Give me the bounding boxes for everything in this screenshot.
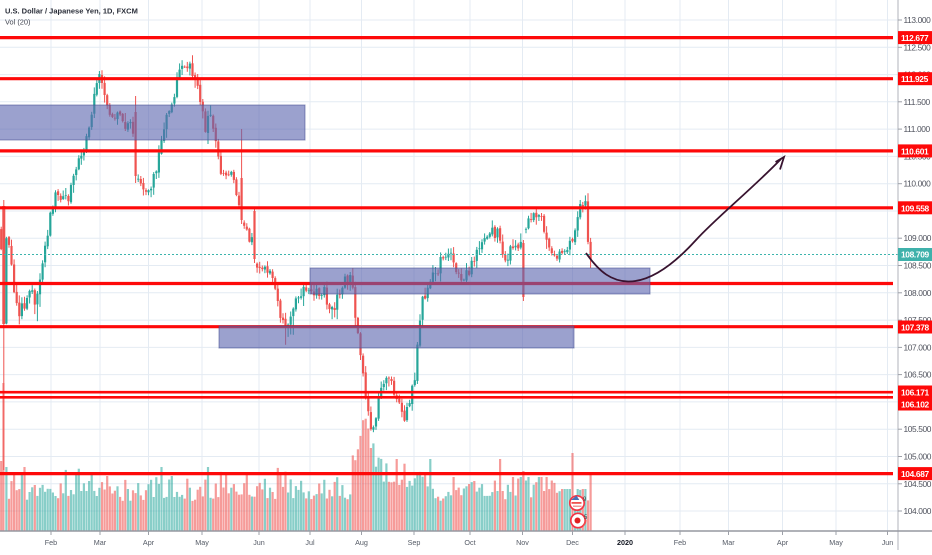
svg-text:Oct: Oct — [464, 538, 475, 547]
svg-text:107.000: 107.000 — [904, 342, 932, 352]
svg-text:Nov: Nov — [516, 538, 529, 547]
svg-text:110.601: 110.601 — [901, 146, 929, 156]
svg-text:Mar: Mar — [94, 538, 107, 547]
svg-text:Mar: Mar — [722, 538, 735, 547]
svg-text:108.709: 108.709 — [901, 250, 930, 260]
svg-text:Vol (20): Vol (20) — [5, 18, 30, 27]
svg-text:9: 9 — [583, 497, 587, 503]
svg-text:2020: 2020 — [617, 538, 633, 547]
svg-text:Aug: Aug — [355, 538, 368, 547]
svg-text:109.558: 109.558 — [901, 203, 930, 213]
svg-text:105.500: 105.500 — [904, 424, 932, 434]
svg-text:104.500: 104.500 — [904, 479, 932, 489]
svg-text:113.000: 113.000 — [904, 15, 932, 25]
svg-text:112.500: 112.500 — [904, 42, 932, 52]
svg-text:111.925: 111.925 — [901, 74, 929, 84]
svg-text:Jun: Jun — [253, 538, 265, 547]
svg-text:107.500: 107.500 — [904, 315, 932, 325]
svg-text:106.171: 106.171 — [901, 388, 930, 398]
svg-text:104.687: 104.687 — [901, 469, 930, 479]
svg-text:106.500: 106.500 — [904, 370, 932, 380]
svg-text:Feb: Feb — [45, 538, 57, 547]
svg-text:Apr: Apr — [777, 538, 789, 547]
svg-text:May: May — [829, 538, 843, 547]
svg-text:5: 5 — [584, 515, 588, 521]
svg-text:107.378: 107.378 — [901, 323, 930, 333]
svg-text:108.000: 108.000 — [904, 288, 932, 298]
svg-text:108.500: 108.500 — [904, 261, 932, 271]
svg-text:111.500: 111.500 — [904, 97, 931, 107]
svg-text:109.000: 109.000 — [904, 233, 932, 243]
svg-text:105.000: 105.000 — [904, 452, 932, 462]
svg-text:Feb: Feb — [674, 538, 686, 547]
svg-text:Jun: Jun — [882, 538, 894, 547]
svg-text:Apr: Apr — [143, 538, 155, 547]
svg-text:111.000: 111.000 — [904, 124, 931, 134]
svg-text:Sep: Sep — [408, 538, 421, 547]
svg-text:Dec: Dec — [566, 538, 579, 547]
svg-text:106.102: 106.102 — [901, 400, 930, 410]
svg-text:104.000: 104.000 — [904, 506, 932, 516]
svg-text:112.677: 112.677 — [901, 33, 929, 43]
svg-text:Jul: Jul — [305, 538, 315, 547]
svg-text:110.000: 110.000 — [904, 179, 932, 189]
svg-text:U.S. Dollar / Japanese Yen, 1D: U.S. Dollar / Japanese Yen, 1D, FXCM — [5, 7, 138, 16]
svg-text:May: May — [195, 538, 209, 547]
